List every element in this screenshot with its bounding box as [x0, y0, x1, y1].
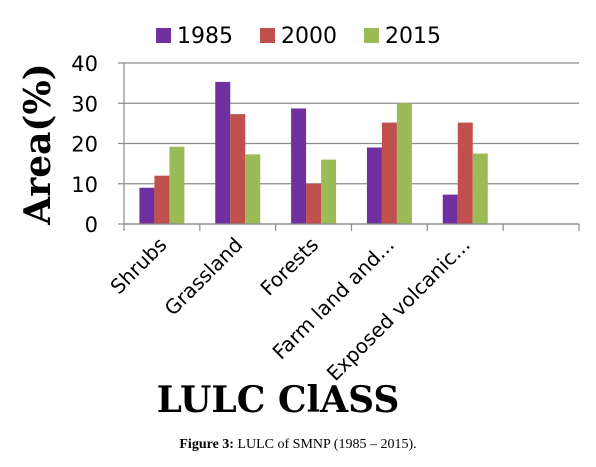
bar-1985-Exposed volcanic... [442, 194, 458, 224]
x-category-label: Exposed volcanic... [322, 233, 475, 386]
x-category-label: Grassland [160, 233, 248, 321]
bar-2015-Shrubs [169, 146, 185, 224]
bar-2000-Shrubs [154, 175, 170, 224]
bar-1985-Farm land and... [366, 147, 382, 224]
y-tick-label: 20 [71, 133, 98, 157]
bar-2000-Forests [306, 183, 322, 224]
x-axis-title: LULC ClASS [157, 379, 400, 421]
y-tick-label: 30 [71, 92, 98, 116]
bar-1985-Grassland [215, 81, 231, 224]
bar-2015-Forests [321, 159, 337, 224]
legend-swatch-2015 [364, 28, 379, 43]
caption-lead: Figure 3: [179, 437, 234, 452]
legend-swatch-2000 [260, 28, 275, 43]
bar-2000-Exposed volcanic... [457, 122, 473, 224]
gridlines [124, 62, 579, 225]
legend: 1985 2000 2015 [156, 24, 441, 49]
bar-2015-Grassland [245, 154, 261, 224]
bar-2000-Farm land and... [381, 122, 397, 224]
bars [139, 81, 488, 224]
x-category-label: Shrubs [105, 233, 171, 299]
bar-1985-Forests [291, 108, 307, 224]
legend-swatch-1985 [156, 28, 171, 43]
bar-2015-Exposed volcanic... [472, 153, 488, 224]
legend-label-1985: 1985 [177, 24, 233, 49]
y-tick-label: 10 [71, 173, 98, 197]
legend-label-2015: 2015 [385, 24, 441, 49]
figure-caption: Figure 3: LULC of SMNP (1985 – 2015). [0, 437, 596, 453]
y-tick-label: 0 [85, 213, 98, 237]
y-tick-label: 40 [71, 52, 98, 76]
legend-label-2000: 2000 [281, 24, 337, 49]
bar-1985-Shrubs [139, 187, 155, 224]
x-category-label: Forests [255, 233, 323, 301]
bar-2015-Farm land and... [396, 103, 412, 224]
caption-text: LULC of SMNP (1985 – 2015). [233, 437, 417, 452]
y-axis-title: Area(%) [17, 63, 59, 225]
bar-2000-Grassland [230, 114, 246, 224]
